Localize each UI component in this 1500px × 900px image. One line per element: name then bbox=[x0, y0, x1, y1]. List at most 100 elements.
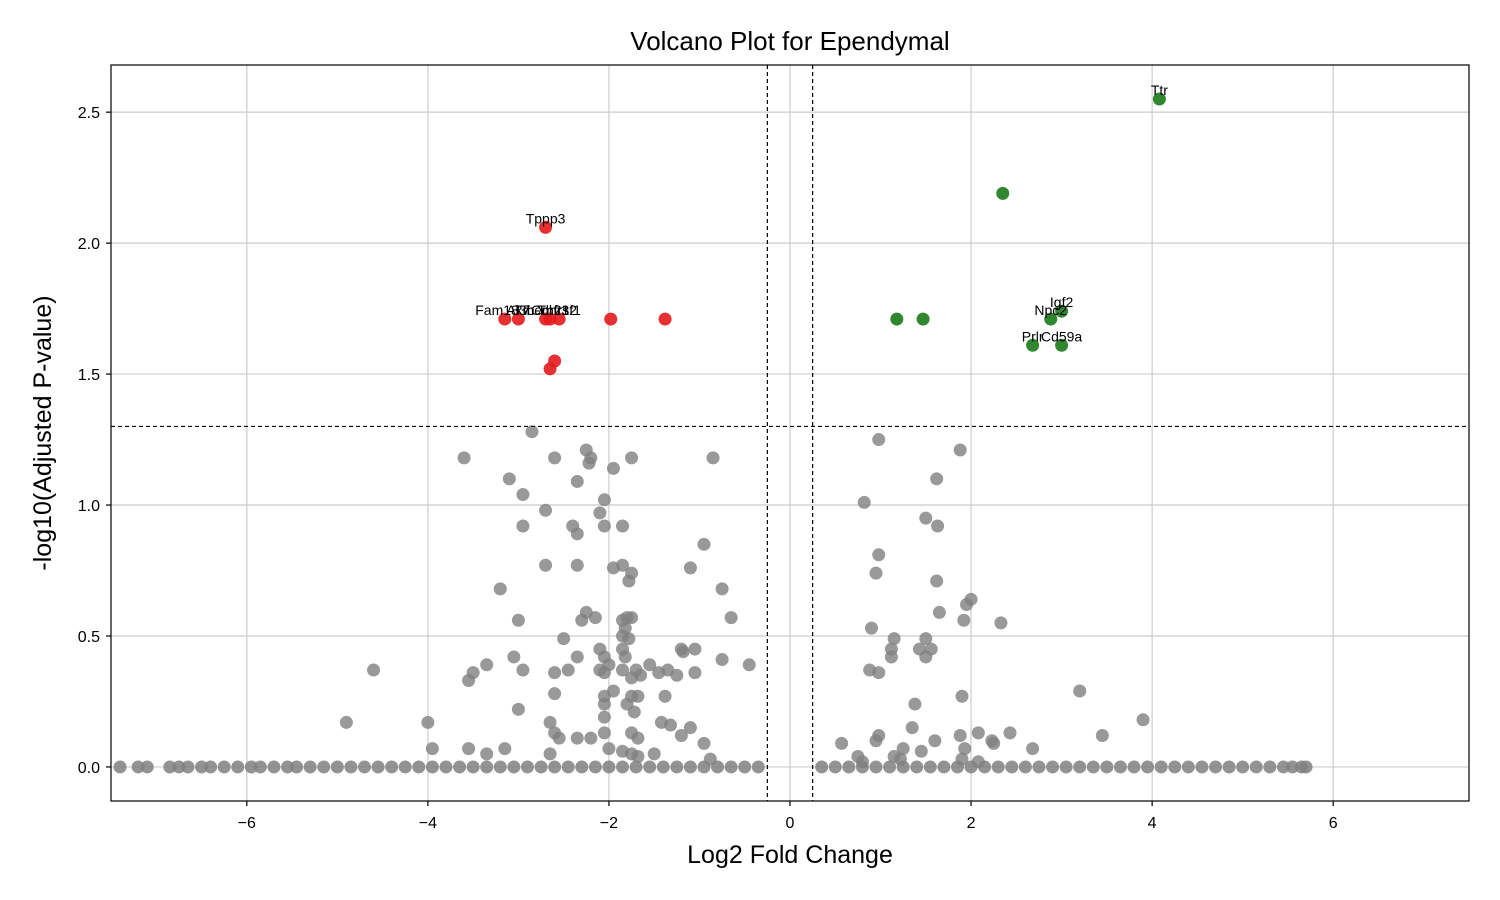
up-point bbox=[1026, 338, 1040, 352]
point-label: Cdhr3 bbox=[531, 302, 569, 318]
ns-point bbox=[1154, 760, 1168, 774]
ns-point bbox=[597, 519, 611, 533]
ns-point bbox=[231, 760, 245, 774]
ns-point bbox=[1127, 760, 1141, 774]
ns-point bbox=[548, 760, 562, 774]
ns-point bbox=[715, 582, 729, 596]
ns-point bbox=[195, 760, 209, 774]
ns-point bbox=[281, 760, 295, 774]
ns-point bbox=[864, 621, 878, 635]
ns-point bbox=[656, 760, 670, 774]
ns-point bbox=[872, 433, 886, 447]
ns-point bbox=[557, 632, 571, 646]
ns-point bbox=[930, 574, 944, 588]
up-point bbox=[1152, 92, 1166, 106]
ns-point bbox=[643, 760, 657, 774]
ns-point bbox=[625, 451, 639, 465]
ns-point bbox=[593, 506, 607, 520]
ns-point bbox=[543, 747, 557, 761]
ns-point bbox=[958, 742, 972, 756]
ns-point bbox=[575, 613, 589, 627]
ns-point bbox=[525, 425, 539, 439]
ns-point bbox=[670, 668, 684, 682]
ns-point bbox=[597, 710, 611, 724]
ns-point bbox=[663, 718, 677, 732]
ns-point bbox=[462, 742, 476, 756]
ns-point bbox=[647, 747, 661, 761]
x-tick-label: 2 bbox=[967, 815, 976, 832]
ns-point bbox=[857, 495, 871, 509]
ns-point bbox=[683, 760, 697, 774]
ns-point bbox=[919, 511, 933, 525]
ns-point bbox=[498, 742, 512, 756]
ns-point bbox=[453, 760, 467, 774]
down-point bbox=[498, 312, 512, 326]
ns-point bbox=[670, 760, 684, 774]
ns-point bbox=[582, 456, 596, 470]
down-point bbox=[543, 362, 557, 376]
ns-point bbox=[1059, 760, 1073, 774]
ns-point bbox=[688, 666, 702, 680]
ns-point bbox=[957, 613, 971, 627]
ns-point bbox=[543, 715, 557, 729]
ns-point bbox=[683, 721, 697, 735]
ns-point bbox=[631, 689, 645, 703]
ns-point bbox=[910, 760, 924, 774]
up-point bbox=[1055, 304, 1069, 318]
ns-point bbox=[457, 451, 471, 465]
ns-point bbox=[344, 760, 358, 774]
ns-point bbox=[385, 760, 399, 774]
ns-point bbox=[1046, 760, 1060, 774]
ns-point bbox=[842, 760, 856, 774]
ns-point bbox=[953, 729, 967, 743]
ns-point bbox=[625, 671, 639, 685]
ns-point bbox=[1032, 760, 1046, 774]
ns-point bbox=[896, 742, 910, 756]
ns-point bbox=[570, 527, 584, 541]
ns-point bbox=[676, 645, 690, 659]
ns-point bbox=[511, 702, 525, 716]
ns-point bbox=[367, 663, 381, 677]
ns-point bbox=[439, 760, 453, 774]
ns-point bbox=[425, 760, 439, 774]
ns-point bbox=[606, 461, 620, 475]
ns-point bbox=[552, 731, 566, 745]
y-tick-label: 1.5 bbox=[78, 367, 100, 384]
ns-point bbox=[253, 760, 267, 774]
ns-point bbox=[339, 715, 353, 729]
ns-point bbox=[869, 734, 883, 748]
ns-point bbox=[625, 611, 639, 625]
ns-point bbox=[1195, 760, 1209, 774]
ns-point bbox=[548, 451, 562, 465]
ns-point bbox=[1249, 760, 1263, 774]
ns-point bbox=[172, 760, 186, 774]
ns-point bbox=[570, 650, 584, 664]
x-tick-label: −2 bbox=[600, 815, 618, 832]
ns-point bbox=[480, 747, 494, 761]
ns-point bbox=[1299, 760, 1313, 774]
up-point bbox=[916, 312, 930, 326]
ns-point bbox=[507, 650, 521, 664]
down-point bbox=[604, 312, 618, 326]
ns-point bbox=[534, 760, 548, 774]
ns-point bbox=[502, 472, 516, 486]
ns-point bbox=[1073, 684, 1087, 698]
ns-point bbox=[421, 715, 435, 729]
ns-point bbox=[597, 493, 611, 507]
ns-point bbox=[908, 697, 922, 711]
ns-point bbox=[706, 451, 720, 465]
ns-point bbox=[181, 760, 195, 774]
ns-point bbox=[516, 519, 530, 533]
ns-point bbox=[602, 760, 616, 774]
ns-point bbox=[905, 721, 919, 735]
ns-point bbox=[937, 760, 951, 774]
ns-point bbox=[674, 729, 688, 743]
ns-point bbox=[622, 632, 636, 646]
ns-point bbox=[539, 558, 553, 572]
ns-point bbox=[1168, 760, 1182, 774]
ns-point bbox=[932, 605, 946, 619]
point-label: Igf2 bbox=[1050, 294, 1074, 310]
ns-point bbox=[688, 642, 702, 656]
